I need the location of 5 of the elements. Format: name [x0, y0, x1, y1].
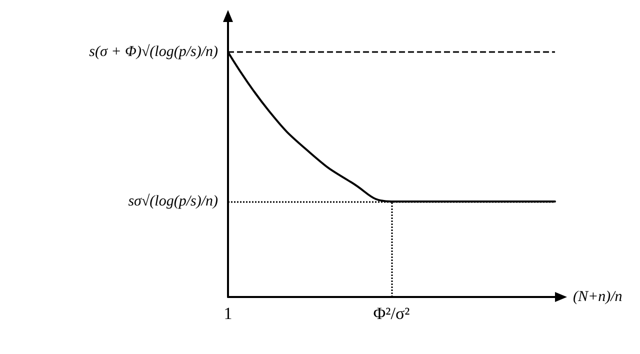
ref-line-label: sσ√(log(p/s)/n) — [128, 193, 218, 210]
x-tick-label: Φ²/σ² — [373, 304, 410, 323]
x-axis-title: (N+n)/n — [573, 289, 622, 305]
x-tick-label: 1 — [224, 304, 232, 323]
ref-line-label: s(σ + Φ)√(log(p/s)/n) — [89, 44, 218, 60]
